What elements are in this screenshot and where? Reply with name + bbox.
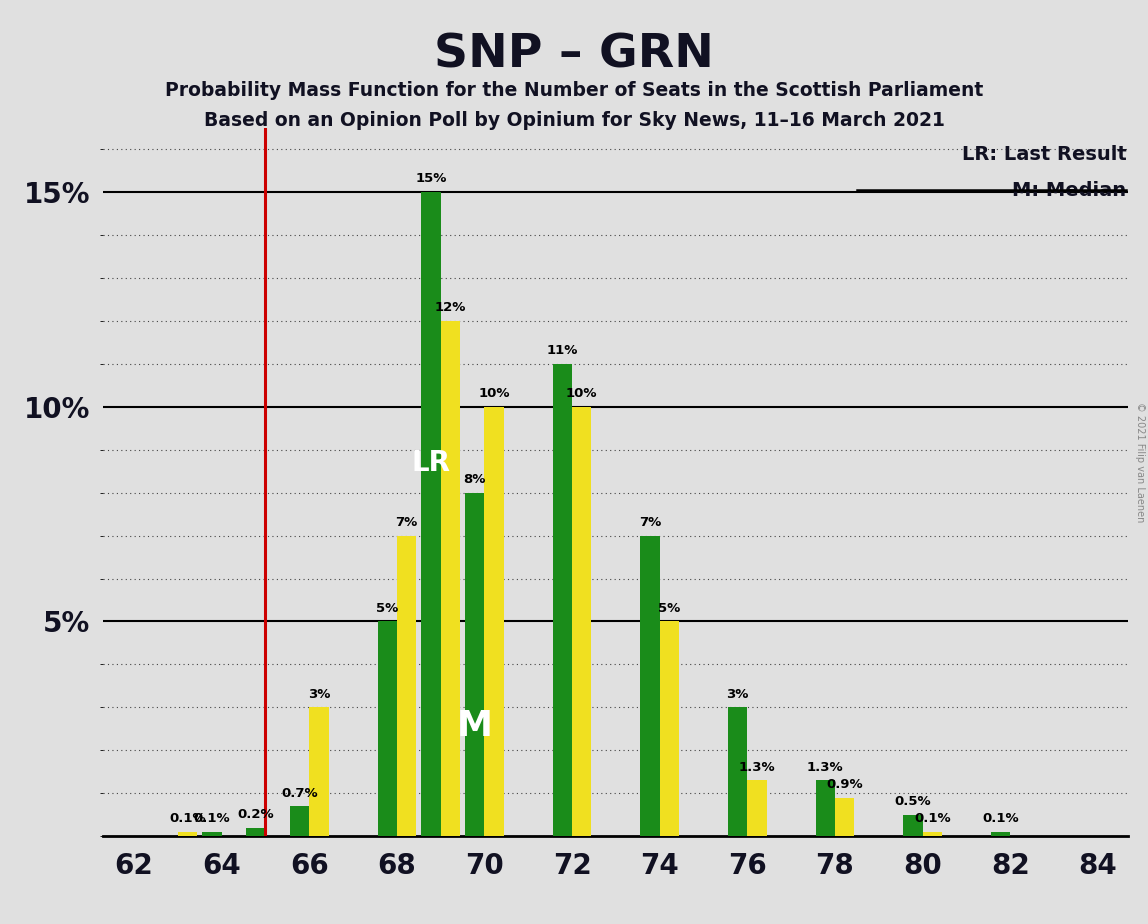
Bar: [441, 321, 460, 836]
Bar: [421, 192, 441, 836]
Text: 10%: 10%: [479, 387, 510, 400]
Bar: [747, 781, 767, 836]
Bar: [923, 832, 941, 836]
Text: Probability Mass Function for the Number of Seats in the Scottish Parliament: Probability Mass Function for the Number…: [165, 81, 983, 101]
Text: 3%: 3%: [727, 688, 748, 701]
Bar: [835, 797, 854, 836]
Text: 5%: 5%: [377, 602, 398, 615]
Text: M: M: [457, 710, 492, 743]
Bar: [397, 536, 416, 836]
Text: 0.1%: 0.1%: [914, 812, 951, 825]
Bar: [484, 407, 504, 836]
Text: 10%: 10%: [566, 387, 597, 400]
Text: LR: Last Result: LR: Last Result: [962, 145, 1126, 164]
Bar: [572, 407, 591, 836]
Bar: [290, 806, 309, 836]
Text: 1.3%: 1.3%: [738, 761, 775, 774]
Text: 5%: 5%: [658, 602, 681, 615]
Text: 0.9%: 0.9%: [827, 778, 863, 791]
Bar: [660, 622, 678, 836]
Text: LR: LR: [411, 448, 450, 477]
Text: 0.1%: 0.1%: [983, 812, 1019, 825]
Bar: [816, 781, 835, 836]
Text: 3%: 3%: [308, 688, 331, 701]
Text: SNP – GRN: SNP – GRN: [434, 32, 714, 78]
Bar: [553, 364, 572, 836]
Text: 15%: 15%: [416, 173, 447, 186]
Text: 0.1%: 0.1%: [194, 812, 231, 825]
Text: 8%: 8%: [464, 473, 486, 486]
Bar: [991, 832, 1010, 836]
Bar: [378, 622, 397, 836]
Bar: [309, 708, 328, 836]
Text: 11%: 11%: [546, 345, 579, 358]
Text: 12%: 12%: [435, 301, 466, 314]
Text: M: Median: M: Median: [1013, 181, 1126, 200]
Text: 0.2%: 0.2%: [238, 808, 274, 821]
Bar: [728, 708, 747, 836]
Bar: [641, 536, 660, 836]
Text: 0.1%: 0.1%: [169, 812, 205, 825]
Bar: [202, 832, 222, 836]
Text: 0.7%: 0.7%: [281, 786, 318, 799]
Text: 7%: 7%: [639, 517, 661, 529]
Bar: [178, 832, 197, 836]
Text: 1.3%: 1.3%: [807, 761, 844, 774]
Bar: [246, 828, 265, 836]
Text: 7%: 7%: [395, 517, 418, 529]
Text: Based on an Opinion Poll by Opinium for Sky News, 11–16 March 2021: Based on an Opinion Poll by Opinium for …: [203, 111, 945, 130]
Text: 0.5%: 0.5%: [894, 796, 931, 808]
Bar: [465, 492, 484, 836]
Text: © 2021 Filip van Laenen: © 2021 Filip van Laenen: [1135, 402, 1145, 522]
Bar: [903, 815, 923, 836]
